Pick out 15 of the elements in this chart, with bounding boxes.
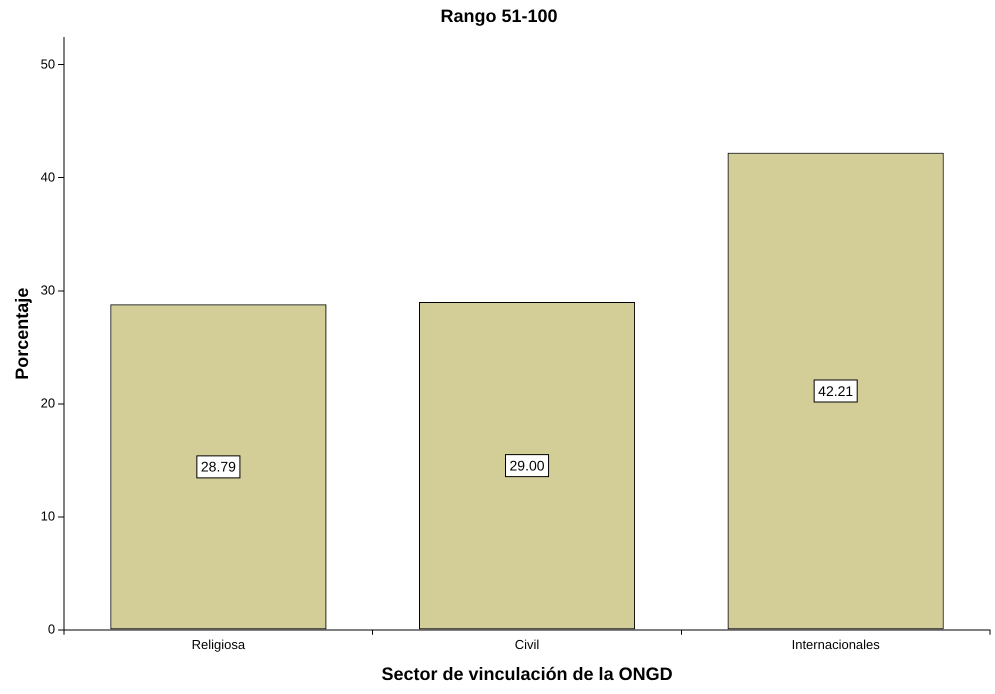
y-tick-label: 40: [40, 169, 56, 184]
y-axis-title: Porcentaje: [12, 288, 32, 380]
x-axis-title: Sector de vinculación de la ONGD: [381, 664, 673, 684]
y-tick-label: 30: [40, 282, 56, 298]
y-tick-label: 50: [40, 56, 56, 72]
y-tick-label: 20: [40, 395, 56, 410]
data-label: 28.79: [200, 458, 236, 475]
x-tick-label: Civil: [514, 637, 540, 652]
y-tick-label: 0: [48, 621, 56, 636]
x-tick-label: Internacionales: [792, 637, 880, 652]
data-label: 29.00: [510, 458, 545, 474]
x-tick-label: Religiosa: [192, 637, 246, 652]
y-tick-label: 10: [40, 508, 56, 524]
data-label: 42.21: [818, 382, 854, 399]
chart-title: Rango 51-100: [440, 6, 558, 26]
